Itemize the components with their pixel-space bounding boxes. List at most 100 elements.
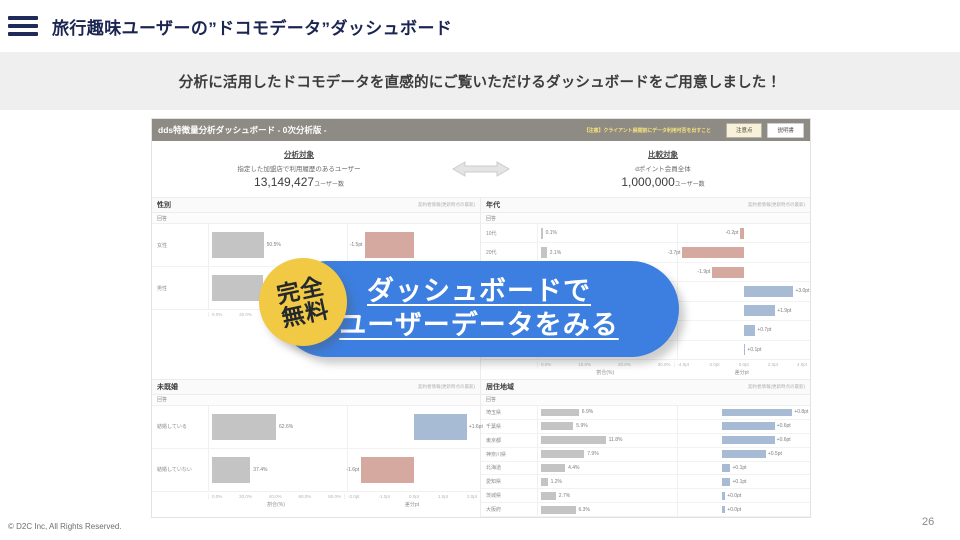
diff-bar-cell: +0.5pt xyxy=(676,447,811,461)
panel-note-age: 契約者情報(更新時点の最新) xyxy=(748,202,805,207)
ratio-bar xyxy=(212,275,263,301)
target-summary: 分析対象 指定した加盟店で利用履歴のあるユーザー 13,149,427ユーザー数… xyxy=(152,141,810,198)
panel-answer-label-age: 回答 xyxy=(481,213,810,224)
ratio-bar xyxy=(541,464,566,472)
axis-tick: 0.0% xyxy=(212,493,223,499)
diff-value: +0.6pt xyxy=(776,423,791,430)
page-number: 26 xyxy=(922,516,935,528)
diff-axis-ticks: -4.0pt -2.0pt 0.0pt 2.0pt 4.0pt xyxy=(673,361,811,367)
diff-bar xyxy=(682,247,744,259)
diff-bar-cell: -1.5pt xyxy=(347,224,480,266)
axis-tick: -2.0pt xyxy=(348,493,360,499)
dashboard-topbar: dds特徴量分析ダッシュボード - 0次分析版 - 【注意】クライアント展開前に… xyxy=(152,119,810,141)
panel-marital: 未既婚 契約者情報(更新時点の最新) 回答 結婚している 62.6% +1.6pt 結婚して… xyxy=(152,379,483,517)
ratio-bar-cell: 1.2% xyxy=(537,475,677,489)
table-row: 20代 2.1% -3.7pt xyxy=(481,243,811,263)
table-row: 千葉県 5.9% +0.6pt xyxy=(481,419,810,434)
axis-tick: 0.0pt xyxy=(408,493,419,499)
cta-line-1: ダッシュボードで xyxy=(367,276,591,307)
row-label: 大阪府 xyxy=(486,507,502,514)
panel-answer-label-marital: 回答 xyxy=(152,394,480,406)
dashboard-panels: 性別契約者情報(更新時点の最新)回答女性50.5%-1.5pt男性49.5%+1… xyxy=(152,198,811,517)
footer-copyright: © D2C Inc, All Rights Reserved. xyxy=(8,522,122,531)
ratio-bar xyxy=(541,422,574,431)
panel-body-region: 埼玉県 6.9% +0.8pt 千葉県 5.9% +0.6pt 東京都 11.8% +0.6pt… xyxy=(481,405,811,517)
diff-axis-title: 差分pt xyxy=(734,369,749,376)
row-label: 北海道 xyxy=(486,465,502,472)
table-row: 女性 50.5% -1.5pt xyxy=(152,224,480,267)
diff-bar-cell: +0.1pt xyxy=(676,461,811,475)
analysis-count-unit: ユーザー数 xyxy=(314,182,344,188)
manual-button[interactable]: 説明書 xyxy=(767,122,804,138)
diff-bar xyxy=(721,422,775,431)
ratio-value: 6.9% xyxy=(581,409,594,416)
axis-tick: 10.0% xyxy=(578,361,591,367)
ratio-axis-ticks: 0.0% 20.0% 40.0% 60.0% 80.0% xyxy=(208,493,344,499)
ratio-value: 0.1% xyxy=(545,230,557,237)
diff-value: +0.1pt xyxy=(732,478,747,485)
diff-bar xyxy=(743,324,756,336)
table-row: 10代 0.1% -0.2pt xyxy=(481,224,810,244)
table-row: 大阪府 6.3% +0.0pt xyxy=(481,503,810,517)
diff-bar-cell: +1.6pt xyxy=(347,405,483,448)
panel-title-region: 居住地域 xyxy=(486,383,514,391)
axis-tick: 40.0% xyxy=(268,493,282,499)
page-header: 旅行趣味ユーザーの”ドコモデータ”ダッシュボード xyxy=(0,0,960,52)
panel-axis-age: 0.0% 10.0% 20.0% 30.0% -4.0pt -2.0pt 0.0pt 2.0p… xyxy=(481,358,811,369)
panel-note-region: 契約者情報(更新時点の最新) xyxy=(748,383,805,389)
diff-value: +0.8pt xyxy=(794,409,809,416)
panel-body-marital: 結婚している 62.6% +1.6pt 結婚していない 37.4% -1.6pt xyxy=(152,405,483,491)
hamburger-icon[interactable] xyxy=(8,16,38,36)
ratio-value: 2.1% xyxy=(549,249,562,256)
ratio-axis-title: 割合(%) xyxy=(267,501,285,508)
double-arrow-icon xyxy=(446,158,516,180)
comparison-target-desc: dポイント会員全体 xyxy=(635,166,691,173)
ratio-bar xyxy=(541,247,547,259)
diff-bar-cell: +0.0pt xyxy=(676,489,811,503)
analysis-target: 分析対象 指定した加盟店で利用履歴のあるユーザー 13,149,427ユーザー数 xyxy=(152,149,446,189)
row-label: 20代 xyxy=(486,250,497,257)
ratio-value: 37.4% xyxy=(253,466,268,473)
diff-bar-cell: +0.1pt xyxy=(676,475,811,489)
ratio-value: 50.5% xyxy=(266,242,281,248)
ratio-bar xyxy=(541,450,585,458)
ratio-bar xyxy=(541,505,576,514)
diff-bar-cell: -3.7pt xyxy=(668,243,811,262)
diff-value: +0.1pt xyxy=(747,346,762,353)
comparison-target: 比較対象 dポイント会員全体 1,000,000ユーザー数 xyxy=(516,149,810,189)
axis-tick: 2.0pt xyxy=(466,493,477,499)
row-label: 東京都 xyxy=(486,437,502,444)
ratio-bar xyxy=(212,414,277,440)
axis-tick: 30.0% xyxy=(657,361,671,367)
diff-bar xyxy=(721,450,766,458)
diff-bar xyxy=(721,505,726,514)
ratio-axis-ticks: 0.0% 10.0% 20.0% 30.0% xyxy=(537,361,674,367)
row-label: 男性 xyxy=(157,285,168,292)
comparison-count-unit: ユーザー数 xyxy=(674,182,705,188)
diff-value: +0.6pt xyxy=(776,437,791,444)
comparison-target-count: 1,000,000ユーザー数 xyxy=(516,175,810,189)
ratio-value: 4.4% xyxy=(568,464,580,471)
row-label: 茨城県 xyxy=(486,493,502,500)
caution-button[interactable]: 注意点 xyxy=(725,122,763,138)
axis-tick: 20.0% xyxy=(617,361,631,367)
diff-value: -1.5pt xyxy=(349,242,363,248)
axis-tick: 0.0% xyxy=(212,312,223,317)
row-label: 愛知県 xyxy=(486,479,502,486)
diff-bar xyxy=(743,305,776,317)
diff-bar xyxy=(721,464,731,472)
diff-value: +0.1pt xyxy=(732,464,747,471)
ratio-value: 11.8% xyxy=(608,437,623,444)
diff-bar-cell: +0.6pt xyxy=(676,433,811,447)
axis-tick: 20.0% xyxy=(239,312,252,317)
diff-value: +0.5pt xyxy=(767,451,782,458)
comparison-target-label: 比較対象 xyxy=(648,150,678,159)
panel-axis-titles-marital: 割合(%) 差分pt xyxy=(152,501,480,511)
diff-value: +0.0pt xyxy=(727,506,742,513)
comparison-count-value: 1,000,000 xyxy=(621,175,675,189)
diff-bar xyxy=(361,457,414,483)
diff-bar xyxy=(721,408,793,417)
diff-value: +0.0pt xyxy=(727,492,742,499)
panel-header-gender: 性別 契約者情報(更新時点の最新) xyxy=(152,198,480,213)
ratio-value: 6.3% xyxy=(578,506,590,513)
